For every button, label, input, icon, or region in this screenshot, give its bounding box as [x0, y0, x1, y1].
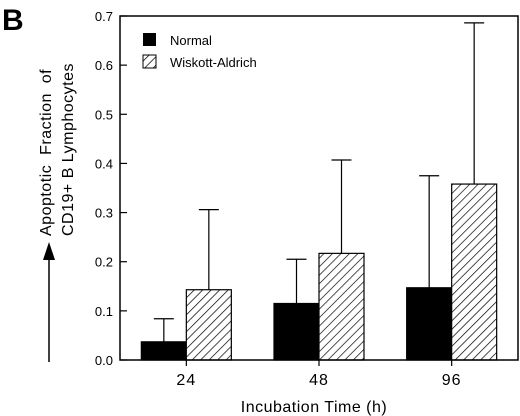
x-tick-label: 48	[309, 372, 329, 389]
bar-series	[140, 22, 498, 361]
bar-wiskott-aldrich-48	[318, 252, 365, 361]
legend-swatch-normal	[143, 33, 156, 46]
y-axis-title-line1: Apoptotic Fraction of	[38, 69, 55, 236]
panel-label: B	[2, 4, 24, 37]
y-tick-label: 0.6	[95, 58, 113, 73]
legend-label-wiskott-aldrich: Wiskott-Aldrich	[170, 55, 257, 70]
bar-wiskott-aldrich-24	[185, 289, 232, 361]
y-tick-label: 0.1	[95, 304, 113, 319]
y-axis-title: Apoptotic Fraction of CD19+ B Lymphocyte…	[38, 63, 77, 362]
y-tick-label: 0.5	[95, 107, 113, 122]
y-tick-label: 0.0	[95, 353, 113, 368]
legend: Normal Wiskott-Aldrich	[142, 33, 257, 70]
bar-normal-24	[140, 341, 187, 361]
legend-label-normal: Normal	[170, 33, 212, 48]
bar-normal-96	[406, 287, 453, 361]
x-axis: 24 48 96	[176, 360, 461, 389]
bar-normal-48	[273, 302, 320, 361]
y-tick-label: 0.7	[95, 9, 113, 24]
x-tick-label: 96	[442, 372, 462, 389]
y-tick-label: 0.3	[95, 206, 113, 221]
y-tick-label: 0.4	[95, 156, 113, 171]
x-tick-label: 24	[176, 372, 196, 389]
y-axis-arrow-head	[43, 242, 55, 260]
legend-swatch-wiskott-aldrich	[142, 54, 157, 69]
y-axis-title-line2: CD19+ B Lymphocytes	[60, 63, 77, 236]
y-tick-label: 0.2	[95, 255, 113, 270]
bar-wiskott-aldrich-96	[451, 183, 498, 361]
y-axis: 0.0 0.1 0.2 0.3 0.4 0.5 0.6 0.7	[95, 9, 127, 368]
x-axis-title: Incubation Time (h)	[241, 399, 387, 416]
